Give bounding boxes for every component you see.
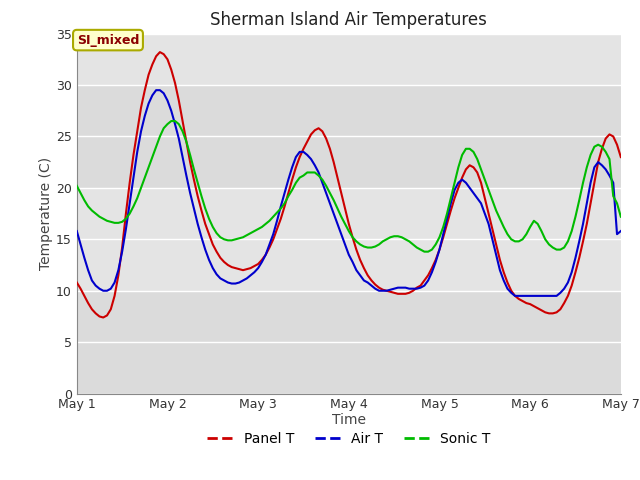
Panel T: [77, 286, 84, 291]
Air T: [587, 180, 595, 186]
Y-axis label: Temperature (C): Temperature (C): [39, 157, 53, 270]
Panel T: [394, 291, 402, 297]
Sonic T: [492, 208, 500, 214]
Panel T: [617, 154, 625, 160]
Sonic T: [390, 233, 398, 239]
Sonic T: [420, 249, 428, 254]
Sonic T: [508, 237, 515, 242]
Panel T: [492, 241, 500, 247]
Panel T: [156, 49, 164, 55]
Panel T: [103, 312, 111, 318]
Sonic T: [77, 190, 84, 196]
Sonic T: [99, 216, 107, 222]
Panel T: [73, 280, 81, 286]
Panel T: [587, 201, 595, 206]
Bar: [77, 34, 621, 85]
Title: Sherman Island Air Temperatures: Sherman Island Air Temperatures: [211, 11, 487, 29]
Air T: [504, 286, 511, 291]
Line: Air T: Air T: [77, 90, 621, 296]
Line: Panel T: Panel T: [77, 52, 621, 317]
Panel T: [99, 314, 107, 320]
Air T: [73, 228, 81, 234]
Sonic T: [617, 214, 625, 219]
Sonic T: [587, 152, 595, 158]
Sonic T: [73, 183, 81, 189]
Sonic T: [168, 118, 175, 124]
Air T: [99, 288, 107, 294]
Air T: [617, 228, 625, 234]
Air T: [390, 286, 398, 291]
Bar: [77, 188, 621, 291]
Bar: [77, 291, 621, 394]
Bar: [77, 85, 621, 188]
Line: Sonic T: Sonic T: [77, 121, 621, 252]
X-axis label: Time: Time: [332, 413, 366, 427]
Air T: [152, 87, 160, 93]
Air T: [511, 293, 519, 299]
Panel T: [508, 288, 515, 294]
Air T: [77, 241, 84, 247]
Air T: [488, 237, 496, 242]
Legend: Panel T, Air T, Sonic T: Panel T, Air T, Sonic T: [202, 426, 496, 452]
Text: SI_mixed: SI_mixed: [77, 34, 139, 47]
